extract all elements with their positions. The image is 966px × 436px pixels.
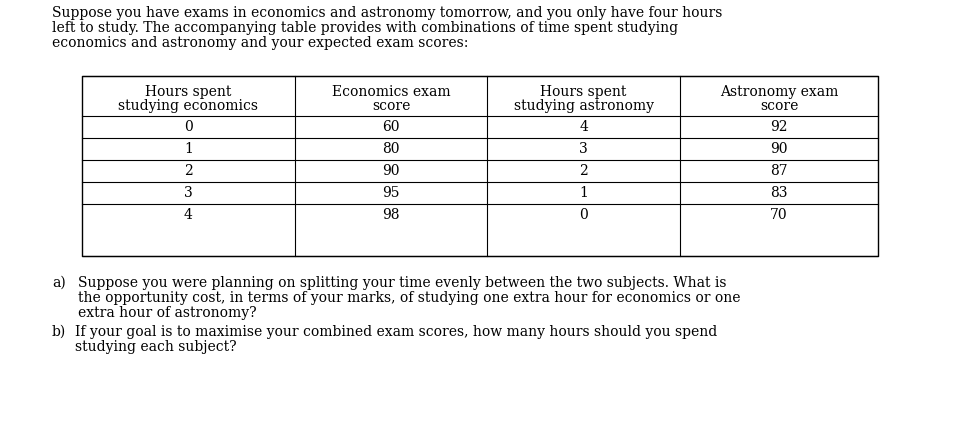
Text: 4: 4 xyxy=(579,120,588,134)
Text: Hours spent: Hours spent xyxy=(540,85,627,99)
Text: 2: 2 xyxy=(580,164,588,178)
Text: 90: 90 xyxy=(770,142,787,156)
Text: 1: 1 xyxy=(185,142,193,156)
Text: 90: 90 xyxy=(383,164,400,178)
Text: economics and astronomy and your expected exam scores:: economics and astronomy and your expecte… xyxy=(52,36,469,50)
Text: Economics exam: Economics exam xyxy=(331,85,450,99)
Text: 98: 98 xyxy=(383,208,400,222)
Text: 1: 1 xyxy=(579,186,588,200)
Text: 3: 3 xyxy=(580,142,588,156)
Text: score: score xyxy=(372,99,411,113)
Text: studying economics: studying economics xyxy=(119,99,259,113)
Text: 3: 3 xyxy=(185,186,193,200)
Text: studying each subject?: studying each subject? xyxy=(75,340,237,354)
Text: studying astronomy: studying astronomy xyxy=(514,99,654,113)
Text: 80: 80 xyxy=(383,142,400,156)
Text: Suppose you were planning on splitting your time evenly between the two subjects: Suppose you were planning on splitting y… xyxy=(78,276,726,290)
Text: Astronomy exam: Astronomy exam xyxy=(720,85,838,99)
Text: 2: 2 xyxy=(185,164,193,178)
Text: 87: 87 xyxy=(770,164,788,178)
Text: extra hour of astronomy?: extra hour of astronomy? xyxy=(78,306,257,320)
Text: 0: 0 xyxy=(185,120,193,134)
Text: a): a) xyxy=(52,276,66,290)
Text: Suppose you have exams in economics and astronomy tomorrow, and you only have fo: Suppose you have exams in economics and … xyxy=(52,6,723,20)
Text: 92: 92 xyxy=(770,120,787,134)
Text: 70: 70 xyxy=(770,208,788,222)
Text: b): b) xyxy=(52,325,67,339)
Text: left to study. The accompanying table provides with combinations of time spent s: left to study. The accompanying table pr… xyxy=(52,21,678,35)
Text: 4: 4 xyxy=(185,208,193,222)
Text: the opportunity cost, in terms of your marks, of studying one extra hour for eco: the opportunity cost, in terms of your m… xyxy=(78,291,741,305)
Text: 60: 60 xyxy=(383,120,400,134)
Bar xyxy=(82,76,878,256)
Text: 0: 0 xyxy=(580,208,588,222)
Text: 83: 83 xyxy=(770,186,787,200)
Text: If your goal is to maximise your combined exam scores, how many hours should you: If your goal is to maximise your combine… xyxy=(75,325,717,339)
Text: score: score xyxy=(760,99,798,113)
Text: 95: 95 xyxy=(383,186,400,200)
Text: Hours spent: Hours spent xyxy=(145,85,232,99)
